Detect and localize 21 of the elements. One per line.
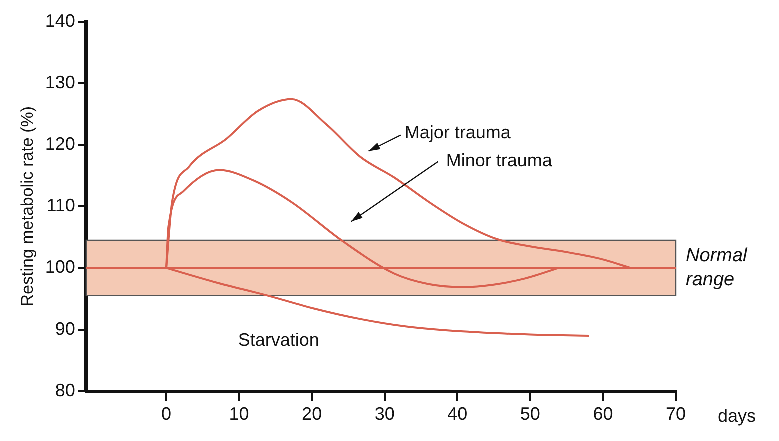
y-tick-label: 80 [55, 380, 76, 400]
x-tick-label: 60 [593, 404, 614, 424]
band-label: Normal range [686, 245, 748, 290]
y-tick-label: 90 [55, 318, 76, 339]
y-tick-label: 130 [45, 72, 76, 92]
x-axis-title: days [718, 406, 756, 426]
x-tick-label: 50 [520, 404, 540, 424]
x-tick-label: 30 [374, 404, 395, 424]
x-tick-label: 0 [161, 404, 172, 424]
y-tick-label: 140 [45, 10, 76, 31]
y-tick-label: 110 [46, 196, 76, 216]
x-tick-label: 10 [229, 404, 250, 424]
series-label: Starvation [238, 330, 320, 350]
series-label: Major trauma [404, 122, 512, 142]
y-tick-label: 100 [45, 257, 76, 278]
x-tick-label: 70 [666, 404, 686, 424]
text: Minor trauma [446, 150, 554, 171]
y-axis-title: Resting metabolic rate (%) [18, 106, 37, 307]
x-tick-label: 40 [448, 404, 468, 424]
y-tick-label: 120 [45, 134, 76, 154]
x-tick-label: 20 [302, 404, 322, 424]
